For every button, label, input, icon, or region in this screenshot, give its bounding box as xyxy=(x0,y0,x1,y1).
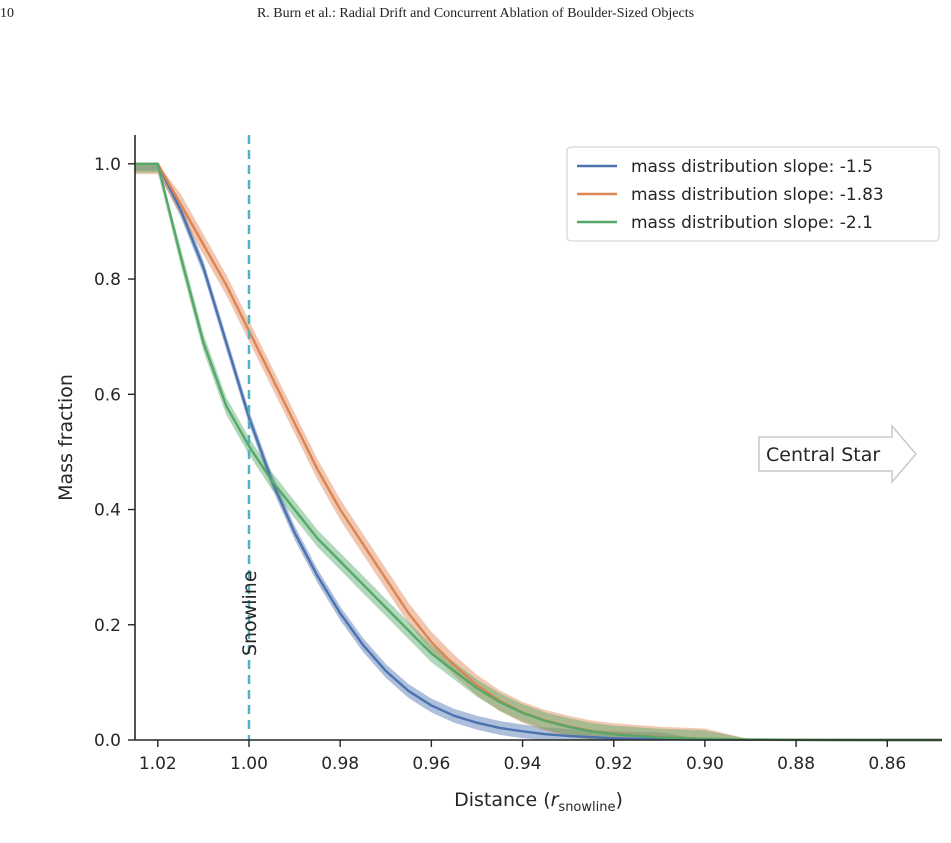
central-star-label: Central Star xyxy=(766,444,880,466)
legend-label-3: mass distribution slope: -2.1 xyxy=(631,213,873,233)
legend-label-2: mass distribution slope: -1.83 xyxy=(631,185,884,205)
snowline-label: Snowline xyxy=(239,570,261,656)
legend-label-1: mass distribution slope: -1.5 xyxy=(631,157,873,177)
x-tick-label: 0.90 xyxy=(686,754,724,774)
running-head: R. Burn et al.: Radial Drift and Concurr… xyxy=(256,6,695,21)
page-number: 10 xyxy=(0,6,14,21)
line-series-3 xyxy=(135,162,942,742)
y-tick-label: 0.6 xyxy=(94,385,121,405)
x-tick-label: 0.88 xyxy=(777,754,815,774)
axes xyxy=(134,135,942,741)
x-tick-label: 1.02 xyxy=(139,754,177,774)
central-star-arrow xyxy=(758,423,917,485)
legend: mass distribution slope: -1.5 mass distri… xyxy=(566,146,940,242)
y-tick-label: 0.0 xyxy=(94,731,121,751)
x-tick-label: 0.92 xyxy=(595,754,633,774)
y-tick-label: 1.0 xyxy=(94,155,121,175)
ticks: 1.02 1.00 0.98 0.96 0.94 0.92 0.90 0.88 0.86 0.0 0… xyxy=(94,155,906,774)
central-star-annotation: Central Star xyxy=(758,423,917,485)
legend-box xyxy=(566,146,940,242)
y-axis-label: Mass fraction xyxy=(55,374,77,501)
y-tick-label: 0.4 xyxy=(94,501,121,521)
x-tick-label: 0.86 xyxy=(868,754,906,774)
x-tick-label: 1.00 xyxy=(230,754,268,774)
y-tick-label: 0.2 xyxy=(94,616,121,636)
snowline-group: Snowline xyxy=(239,135,261,740)
x-tick-label: 0.98 xyxy=(321,754,359,774)
x-tick-label: 0.96 xyxy=(412,754,450,774)
x-axis-label: Distance (rsnowline) xyxy=(454,789,623,815)
y-tick-label: 0.8 xyxy=(94,270,121,290)
x-tick-label: 0.94 xyxy=(504,754,542,774)
